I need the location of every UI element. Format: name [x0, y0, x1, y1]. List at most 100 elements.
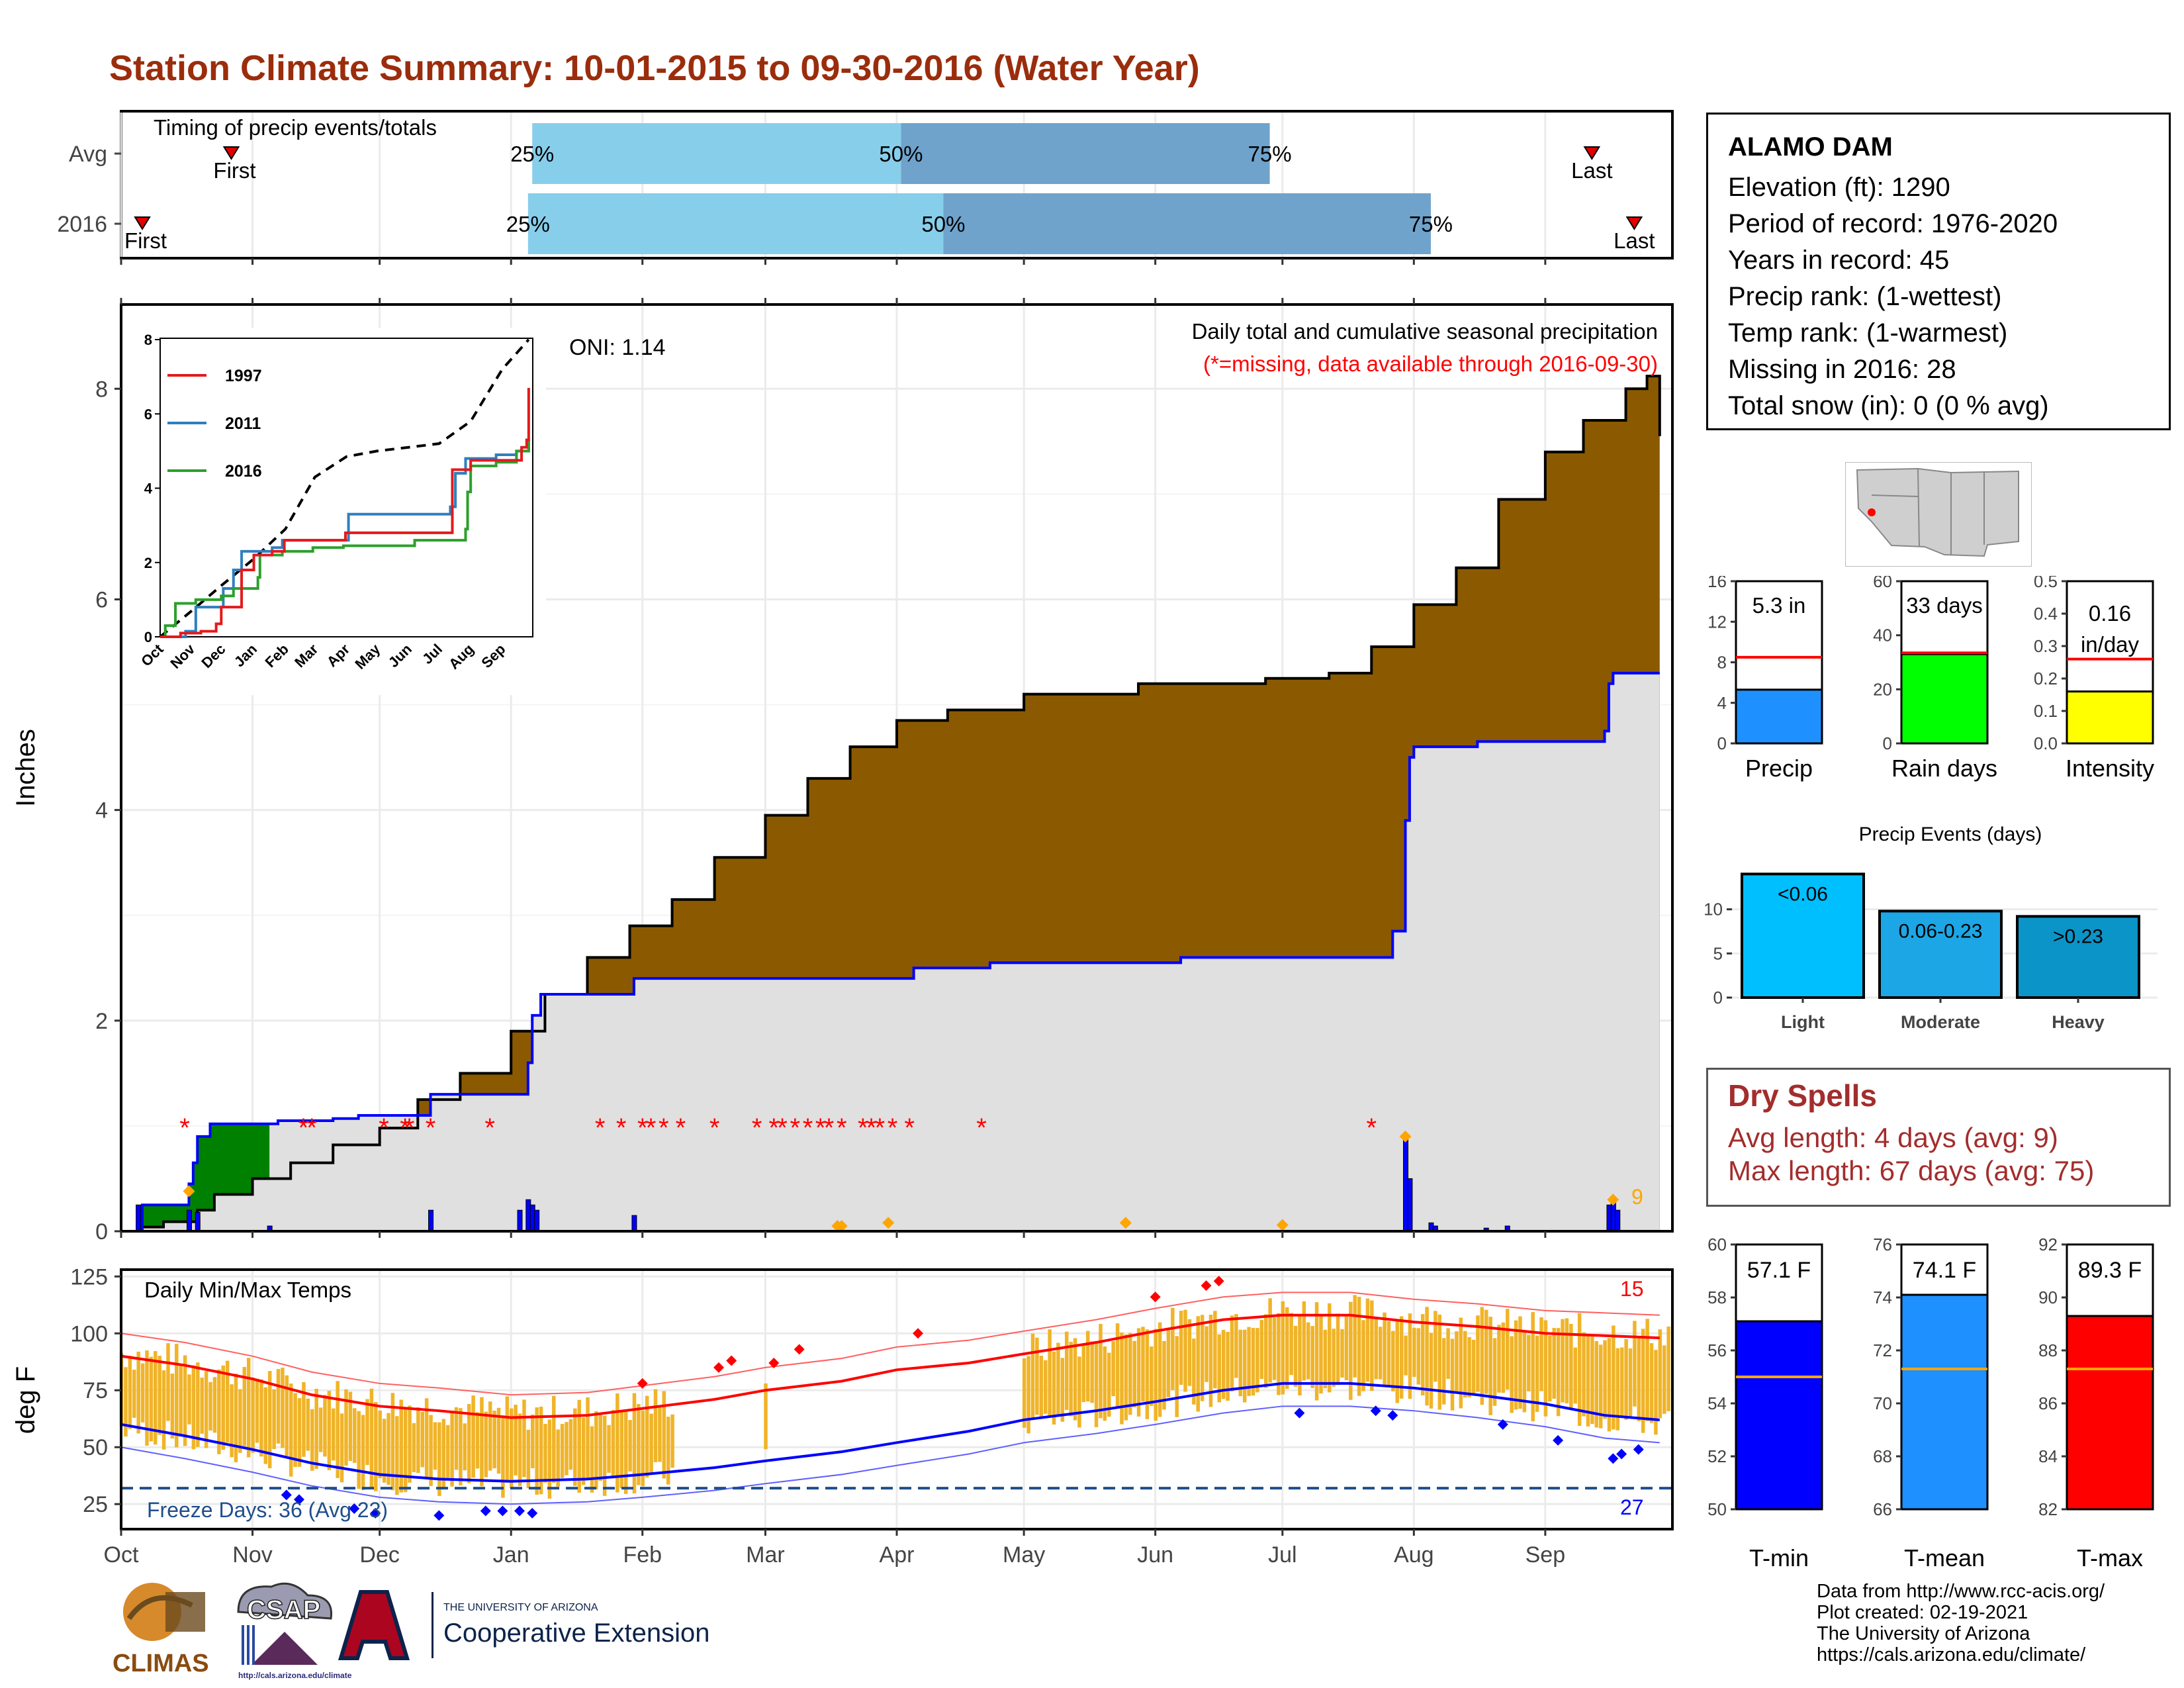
- precip-missing-star: *: [595, 1113, 606, 1143]
- temp-daily-bar: [1162, 1340, 1166, 1410]
- temp-daily-bar: [323, 1395, 327, 1457]
- temp-daily-bar: [573, 1408, 577, 1486]
- month-label: Feb: [623, 1542, 662, 1568]
- temp-record-low-marker: [1616, 1448, 1627, 1460]
- temp-daily-bar: [662, 1391, 666, 1479]
- temp-daily-bar: [1060, 1358, 1065, 1422]
- temp-daily-bar: [132, 1370, 136, 1418]
- temp-daily-bar: [1484, 1309, 1488, 1394]
- temp-record-high-marker: [768, 1357, 780, 1368]
- temp-daily-bar: [145, 1350, 149, 1446]
- page-title: Station Climate Summary: 10-01-2015 to 0…: [109, 48, 1200, 88]
- temp-daily-bar: [1455, 1331, 1459, 1394]
- temp-daily-bar: [1234, 1314, 1238, 1378]
- temp-daily-bar: [1158, 1322, 1162, 1417]
- gauge-value-label: 0.16: [2089, 601, 2131, 626]
- precip-missing-star: *: [179, 1113, 190, 1143]
- temp-daily-bar: [1052, 1351, 1056, 1425]
- gauge-ytick-label: 0.2: [2034, 669, 2058, 688]
- temp-record-low-marker: [480, 1505, 491, 1517]
- temp-daily-bar: [611, 1410, 615, 1479]
- temp-gauges: 50 52 54 56 58 60 57.1 F 66 68 70 72 74 76 74.1 F 82 84…: [1707, 1235, 2154, 1516]
- temp-daily-bar: [1268, 1298, 1272, 1383]
- inset-ytick-label: 4: [144, 481, 153, 497]
- precip-missing-star: *: [976, 1113, 987, 1143]
- precip-missing-star: *: [777, 1113, 788, 1143]
- credit-line: The University of Arizona: [1817, 1623, 2030, 1644]
- temp-daily-bar: [158, 1356, 161, 1435]
- temp-daily-bar: [289, 1383, 293, 1477]
- station-location-marker: [1868, 508, 1876, 516]
- temp-daily-bar: [166, 1343, 170, 1421]
- temp-record-low-marker: [293, 1494, 304, 1505]
- temp-daily-bar: [1501, 1322, 1506, 1393]
- gauge-category-label: Rain days: [1891, 755, 1997, 782]
- temp-record-low-marker: [433, 1510, 445, 1521]
- oni-annotation: ONI: 1.14: [569, 335, 666, 360]
- temp-record-low-marker: [1553, 1434, 1564, 1446]
- temp-daily-bar: [1107, 1352, 1111, 1417]
- temp-daily-bar: [1217, 1334, 1222, 1403]
- precip-event-diamond: [183, 1185, 195, 1197]
- month-label: Apr: [880, 1542, 915, 1568]
- ua-logo: THE UNIVERSITY OF ARIZONA Cooperative Ex…: [338, 1590, 709, 1660]
- temp-daily-bar: [149, 1356, 154, 1442]
- credit-line: Data from http://www.rcc-acis.org/: [1817, 1581, 2105, 1602]
- temp-daily-bar: [480, 1397, 484, 1487]
- temp-daily-bar: [1577, 1313, 1582, 1427]
- temp-daily-bar: [594, 1411, 598, 1490]
- temp-daily-bar: [1476, 1315, 1480, 1392]
- temp-daily-bar: [124, 1367, 128, 1437]
- gauge-ytick-label: 72: [1873, 1340, 1892, 1360]
- temp-daily-bar: [170, 1374, 175, 1439]
- gauge-ytick-label: 20: [1873, 679, 1892, 699]
- precip-daily-bar: [428, 1209, 434, 1232]
- temp-daily-bar: [484, 1411, 488, 1477]
- dry-spells-avg: Avg length: 4 days (avg: 9): [1728, 1122, 2058, 1153]
- precip-missing-star: *: [709, 1113, 720, 1143]
- precip-missing-star: *: [404, 1113, 415, 1143]
- events-bar: [1741, 872, 1865, 1000]
- temp-record-low-marker: [514, 1505, 525, 1517]
- temp-daily-bar: [1433, 1311, 1437, 1382]
- climas-logo: CLIMAS: [113, 1583, 209, 1677]
- timing-bar-light: [527, 193, 944, 254]
- temp-daily-bar: [399, 1399, 403, 1493]
- temp-daily-bar: [1293, 1325, 1298, 1387]
- month-label: Nov: [232, 1542, 272, 1568]
- temp-record-high-marker: [1150, 1291, 1161, 1303]
- inset-frame: [159, 338, 533, 637]
- temp-record-high-marker: [637, 1378, 648, 1389]
- temp-record-low-marker: [1370, 1405, 1381, 1417]
- map-borders: [1871, 468, 1985, 555]
- temp-avg-min-line: [120, 1382, 1660, 1483]
- gauge-ytick-label: 90: [2038, 1288, 2058, 1307]
- temp-daily-bar: [1230, 1315, 1234, 1392]
- precip-missing-star: *: [1367, 1113, 1377, 1143]
- gauge-ytick-label: 0.1: [2034, 701, 2058, 721]
- temp-daily-bar: [1514, 1320, 1518, 1410]
- temp-daily-bar: [1383, 1312, 1387, 1387]
- precip-ytick-label: 6: [95, 587, 108, 612]
- main-charts: Timing of precip events/totals Avg 25% 50% 7…: [11, 110, 1674, 1568]
- temp-daily-bar: [424, 1398, 429, 1477]
- precip-daily-bar: [1407, 1178, 1413, 1232]
- timing-bar-dark: [943, 193, 1431, 254]
- temp-daily-bar: [1463, 1331, 1467, 1398]
- precip-event-diamond: [1607, 1194, 1619, 1206]
- temp-daily-bar: [1654, 1350, 1658, 1435]
- temp-daily-bar: [628, 1420, 632, 1472]
- temp-daily-bar: [510, 1408, 514, 1488]
- temp-daily-bar: [395, 1416, 399, 1495]
- temp-daily-bar: [764, 1383, 768, 1450]
- temp-daily-bar: [1298, 1314, 1302, 1395]
- temp-daily-bar: [1277, 1313, 1281, 1395]
- precip-missing-star: *: [426, 1113, 436, 1143]
- temp-daily-bar: [1666, 1326, 1670, 1411]
- temp-daily-bar: [598, 1413, 602, 1481]
- station-line: Total snow (in): 0 (0 % avg): [1728, 391, 2049, 420]
- temp-daily-bar: [204, 1371, 208, 1448]
- temp-daily-bar: [1420, 1314, 1425, 1395]
- side-charts: 0 4 8 12 16 Precip 0 20 40 60 Rain days 0.0 0.1 0.2 0.…: [1704, 576, 2158, 1516]
- temp-daily-bar: [1619, 1347, 1624, 1417]
